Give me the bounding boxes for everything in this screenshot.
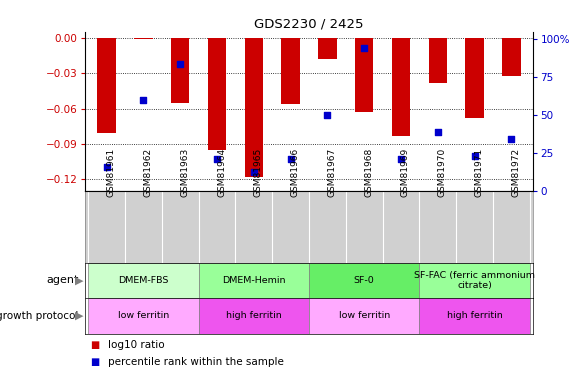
Text: GSM81962: GSM81962 [143,148,152,197]
Text: percentile rank within the sample: percentile rank within the sample [108,357,284,367]
Point [249,169,258,175]
Bar [134,38,153,39]
Text: low ferritin: low ferritin [339,311,390,320]
Text: GSM81966: GSM81966 [290,148,300,197]
Point [507,136,516,142]
Text: GSM81969: GSM81969 [401,148,410,197]
Text: ▶: ▶ [75,311,83,321]
Text: GSM81965: GSM81965 [254,148,263,197]
Text: agent: agent [46,275,79,285]
Text: GSM81961: GSM81961 [107,148,115,197]
Point [102,164,111,170]
Text: ■: ■ [90,357,100,367]
Point [396,156,406,162]
Bar [199,298,309,334]
Text: SF-FAC (ferric ammonium
citrate): SF-FAC (ferric ammonium citrate) [414,271,535,290]
Text: ▶: ▶ [75,275,83,285]
Text: ■: ■ [90,340,100,350]
Text: GSM81963: GSM81963 [180,148,189,197]
Bar [502,38,521,75]
Text: growth protocol: growth protocol [0,311,79,321]
Bar [309,298,419,334]
Bar [282,38,300,104]
Title: GDS2230 / 2425: GDS2230 / 2425 [254,18,364,31]
Bar [318,38,336,59]
Point [323,112,332,118]
Bar [419,298,530,334]
Text: GSM81964: GSM81964 [217,148,226,197]
Text: log10 ratio: log10 ratio [108,340,164,350]
Text: low ferritin: low ferritin [118,311,169,320]
Bar [465,38,484,118]
Text: GSM81967: GSM81967 [328,148,336,197]
Bar [171,38,189,103]
Text: GSM81972: GSM81972 [511,148,521,197]
Text: GSM81970: GSM81970 [438,148,447,197]
Text: high ferritin: high ferritin [226,311,282,320]
Bar [208,38,226,150]
Text: GSM81968: GSM81968 [364,148,373,197]
Point [175,61,185,67]
Bar [355,38,373,112]
Bar [97,38,116,134]
Point [139,98,148,104]
Point [470,153,479,159]
Bar [392,38,410,136]
Point [433,129,442,135]
Bar [419,262,530,298]
Text: GSM81971: GSM81971 [475,148,483,197]
Text: DMEM-Hemin: DMEM-Hemin [222,276,286,285]
Point [360,45,369,51]
Point [212,156,222,162]
Bar [199,262,309,298]
Text: DMEM-FBS: DMEM-FBS [118,276,168,285]
Bar [309,262,419,298]
Text: SF-0: SF-0 [354,276,374,285]
Bar [88,298,199,334]
Bar [88,262,199,298]
Text: high ferritin: high ferritin [447,311,503,320]
Bar [429,38,447,82]
Point [286,156,295,162]
Bar [245,38,263,177]
